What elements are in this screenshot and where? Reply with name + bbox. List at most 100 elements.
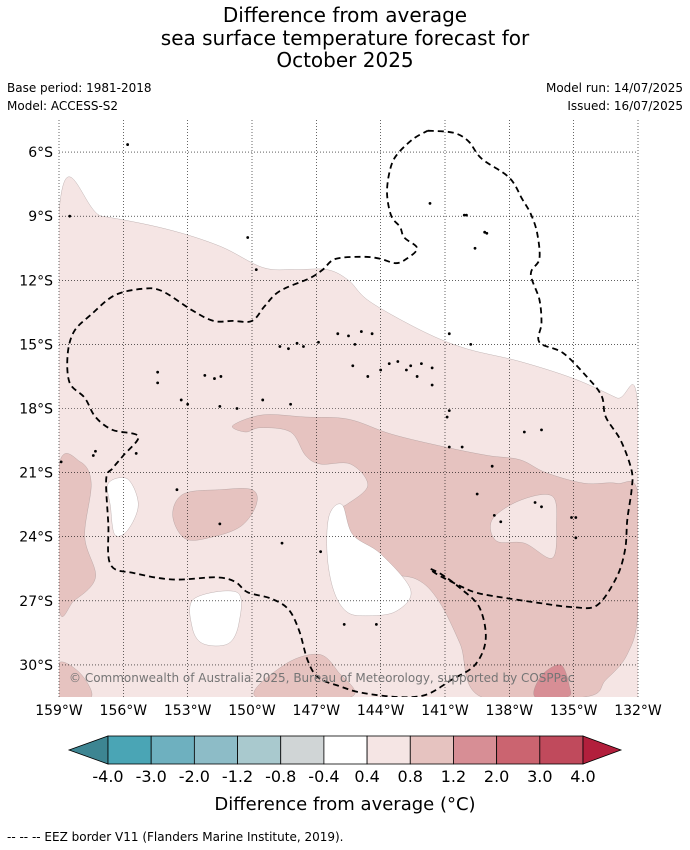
colorbar-tick-label: 2.0 <box>484 767 509 786</box>
island-48 <box>246 236 250 239</box>
anomaly-region-9 <box>326 503 412 617</box>
colorbar-extend-high <box>582 735 623 765</box>
eez-border-line <box>66 129 634 697</box>
colorbar-tick-label: -0.4 <box>308 767 339 786</box>
colorbar-tick-label: 0.8 <box>398 767 423 786</box>
island-6 <box>213 377 216 380</box>
island-17 <box>415 375 419 378</box>
colorbar-tick-label: 4.0 <box>570 767 595 786</box>
title-line-1: Difference from average <box>222 3 468 27</box>
island-9 <box>261 398 265 402</box>
title-line-2: sea surface temperature forecast for <box>160 25 530 50</box>
meta-right: Model run: 14/07/2025 Issued: 16/07/2025 <box>546 79 683 115</box>
y-tick-label: 27°S <box>19 594 53 610</box>
island-5 <box>473 246 477 250</box>
anomaly-region-10 <box>189 590 242 647</box>
anomaly-region-8 <box>107 477 139 537</box>
island-67 <box>447 332 451 336</box>
island-33 <box>475 492 479 496</box>
colorbar-tick-label: -4.0 <box>92 767 123 786</box>
island-0 <box>462 213 466 217</box>
island-29 <box>445 415 449 419</box>
island-19 <box>387 362 391 366</box>
island-8 <box>203 373 207 377</box>
x-tick-label: 147°W <box>293 703 341 719</box>
chart-title: Difference from average sea surface temp… <box>0 4 690 72</box>
x-tick-label: 132°W <box>614 703 662 719</box>
colorbar-swatch-7 <box>409 735 454 765</box>
anomaly-region-1 <box>231 414 638 697</box>
x-tick-label: 138°W <box>486 703 534 719</box>
colorbar-label: Difference from average (°C) <box>214 794 476 815</box>
colorbar-swatch-9 <box>496 735 541 765</box>
island-1 <box>465 213 468 217</box>
island-34 <box>533 501 537 504</box>
y-tick-label: 30°S <box>19 658 53 674</box>
colorbar-tick-label: -3.0 <box>136 767 167 786</box>
island-43 <box>126 143 130 146</box>
y-tick-label: 6°S <box>28 145 53 161</box>
x-tick-labels: 159°W 156°W 153°W 150°W 147°W 144°W 141°W 138°W… <box>35 703 662 719</box>
eez-footnote: -- -- -- EEZ border V11 (Flanders Marine… <box>7 830 344 844</box>
island-2 <box>483 230 487 234</box>
island-38 <box>574 536 578 540</box>
issued-date: Issued: 16/07/2025 <box>567 99 683 113</box>
island-60 <box>186 402 190 406</box>
island-42 <box>540 428 543 432</box>
island-49 <box>254 268 258 271</box>
island-46 <box>94 449 97 453</box>
island-58 <box>319 550 323 554</box>
island-14 <box>370 332 374 336</box>
colorbar-swatch-5 <box>323 735 368 765</box>
island-65 <box>430 383 434 387</box>
meta-left: Base period: 1981-2018 Model: ACCESS-S2 <box>7 79 152 115</box>
colorbar-swatch-8 <box>453 735 498 765</box>
island-66 <box>469 342 473 346</box>
island-12 <box>353 342 357 346</box>
y-tick-labels: 6°S 9°S 12°S 15°S 18°S 21°S 24°S 27°S 30°S <box>19 145 53 674</box>
y-tick-label: 15°S <box>19 337 53 353</box>
island-53 <box>218 404 222 408</box>
island-3 <box>485 231 489 235</box>
y-tick-label: 21°S <box>19 466 53 482</box>
island-25 <box>295 341 299 345</box>
colorbar-tick-label: -0.8 <box>265 767 296 786</box>
x-tick-label: 156°W <box>100 703 148 719</box>
anomaly-regions <box>59 176 638 697</box>
colorbar-swatch-4 <box>280 735 325 765</box>
colorbar-swatch-10 <box>539 735 584 765</box>
island-56 <box>218 522 222 526</box>
island-16 <box>409 364 413 368</box>
island-55 <box>175 488 179 492</box>
island-61 <box>289 402 292 406</box>
colorbar: -4.0 -3.0 -2.0 -1.2 -0.8 -0.4 0.4 0.8 1.2 2.0 3.0 4… <box>67 735 623 786</box>
island-59 <box>134 451 138 455</box>
model-run: Model run: 14/07/2025 <box>545 81 683 95</box>
island-52 <box>179 398 183 402</box>
colorbar-swatch-6 <box>366 735 411 765</box>
anomaly-region-2 <box>172 488 258 541</box>
x-tick-label: 150°W <box>228 703 276 719</box>
island-50 <box>156 370 160 374</box>
island-63 <box>342 622 346 626</box>
island-11 <box>347 334 350 338</box>
colorbar-extend-low <box>67 735 109 765</box>
island-24 <box>302 345 305 348</box>
island-45 <box>59 460 63 464</box>
island-62 <box>374 622 378 626</box>
copyright-text: © Commonwealth of Australia 2025, Bureau… <box>69 671 574 685</box>
x-tick-label: 141°W <box>421 703 469 719</box>
x-tick-label: 153°W <box>164 703 212 719</box>
colorbar-swatch-2 <box>193 735 238 765</box>
island-64 <box>420 362 423 366</box>
island-54 <box>235 407 239 410</box>
island-35 <box>540 505 543 509</box>
island-39 <box>492 513 496 517</box>
island-7 <box>219 375 223 378</box>
y-tick-label: 18°S <box>19 402 53 418</box>
x-tick-label: 144°W <box>357 703 405 719</box>
map-gridlines <box>58 120 639 697</box>
island-37 <box>574 516 578 519</box>
island-27 <box>278 345 282 348</box>
